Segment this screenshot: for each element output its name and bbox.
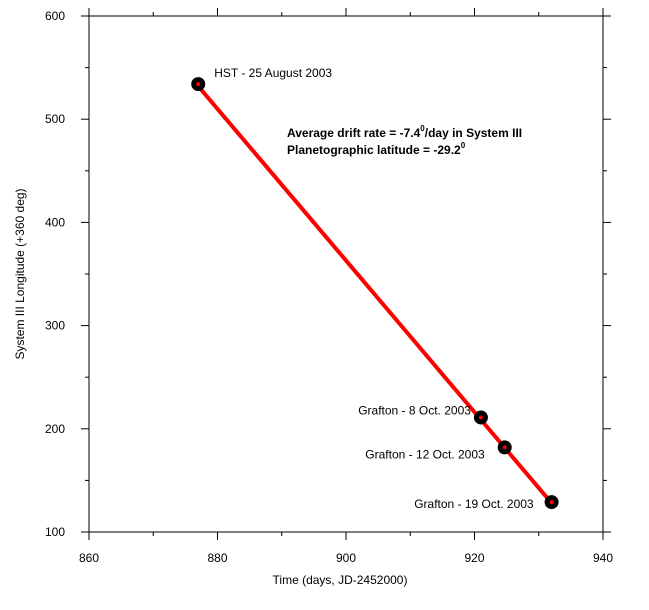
data-point-center xyxy=(502,445,507,450)
y-axis-title: System III Longitude (+360 deg) xyxy=(13,188,27,359)
plot-frame xyxy=(88,15,604,533)
x-tick-label: 940 xyxy=(593,551,613,565)
data-point-label: HST - 25 August 2003 xyxy=(214,66,332,80)
data-point-center xyxy=(478,415,483,420)
fit-line xyxy=(196,84,554,505)
data-point-label: Grafton - 19 Oct. 2003 xyxy=(414,497,534,511)
data-point-label: Grafton - 8 Oct. 2003 xyxy=(358,403,471,417)
y-tick-label: 300 xyxy=(45,319,65,333)
x-tick-label: 860 xyxy=(79,551,99,565)
x-tick-label: 900 xyxy=(336,551,356,565)
x-tick-label: 920 xyxy=(464,551,484,565)
tick-labels: 860 880 900 920 940 100 200 300 400 500 600 xyxy=(45,9,613,565)
y-tick-label: 400 xyxy=(45,215,65,229)
x-tick-label: 880 xyxy=(207,551,227,565)
data-point-center xyxy=(196,82,201,87)
axis-ticks xyxy=(81,8,611,540)
point-labels: HST - 25 August 2003 Grafton - 8 Oct. 200… xyxy=(214,66,534,511)
annotation-drift-rate: Average drift rate = -7.40/day in System… xyxy=(287,124,522,140)
annotation-latitude: Planetographic latitude = -29.20 xyxy=(287,141,466,157)
data-point-center xyxy=(549,500,554,505)
data-points xyxy=(191,77,559,510)
y-tick-label: 200 xyxy=(45,422,65,436)
y-tick-label: 100 xyxy=(45,525,65,539)
x-axis-title: Time (days, JD-2452000) xyxy=(273,573,408,587)
y-tick-label: 600 xyxy=(45,9,65,23)
data-point-label: Grafton - 12 Oct. 2003 xyxy=(365,447,485,461)
y-tick-label: 500 xyxy=(45,112,65,126)
